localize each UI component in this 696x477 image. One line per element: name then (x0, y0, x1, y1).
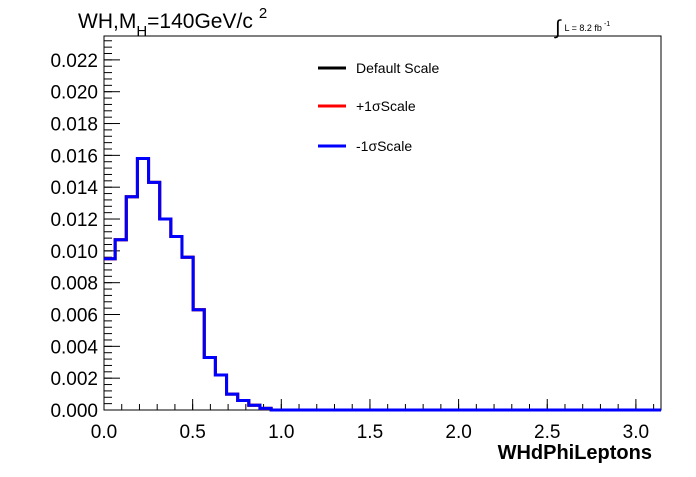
title-subscript: H (136, 23, 147, 40)
y-tick-label: 0.002 (50, 369, 98, 390)
legend-label: Default Scale (356, 60, 439, 76)
y-tick-label: 0.010 (50, 242, 98, 263)
y-tick-label: 0.018 (50, 115, 98, 136)
x-tick-label: 0.5 (179, 422, 205, 443)
luminosity-label: ∫ L = 8.2 fb -1 (554, 17, 610, 39)
x-tick-label: 2.0 (445, 422, 471, 443)
y-tick-label: 0.006 (50, 306, 98, 327)
y-tick-label: 0.022 (50, 51, 98, 72)
title-superscript: 2 (259, 5, 267, 22)
x-axis: 0.0 0.5 1.0 1.5 2.0 2.5 3.0 (91, 399, 655, 443)
y-axis: 0.000 0.002 0.004 0.006 0.008 0.010 0.012 0.014… (50, 40, 120, 422)
title-main: =140GeV/c (147, 10, 253, 33)
luminosity-superscript: -1 (604, 21, 610, 28)
y-tick-label: 0.016 (50, 146, 98, 167)
y-tick-label: 0.000 (50, 401, 98, 422)
series-layer (104, 157, 661, 412)
chart-title: WH,MH=140GeV/c 2 (78, 5, 267, 40)
y-tick-label: 0.020 (50, 83, 98, 104)
legend: Default Scale +1σScale -1σScale (318, 60, 439, 154)
x-axis-label: WHdPhiLeptons (498, 442, 652, 464)
x-tick-label: 1.0 (268, 422, 294, 443)
title-prefix: WH,M (78, 10, 136, 33)
series-line-1 (104, 157, 661, 412)
y-tick-label: 0.008 (50, 274, 98, 295)
y-tick-label: 0.014 (50, 178, 98, 199)
y-tick-label: 0.004 (50, 337, 98, 358)
x-tick-label: 3.0 (623, 422, 649, 443)
plot-frame (103, 35, 662, 411)
x-tick-label: 0.0 (91, 422, 117, 443)
series-line-2 (104, 157, 661, 412)
x-tick-label: 2.5 (534, 422, 560, 443)
integral-symbol: ∫ (554, 17, 562, 39)
y-tick-label: 0.012 (50, 210, 98, 231)
legend-label: +1σScale (356, 98, 416, 114)
x-tick-label: 1.5 (357, 422, 383, 443)
luminosity-text: L = 8.2 fb (564, 23, 601, 33)
legend-label: -1σScale (356, 138, 412, 154)
series-line-0 (104, 157, 661, 412)
